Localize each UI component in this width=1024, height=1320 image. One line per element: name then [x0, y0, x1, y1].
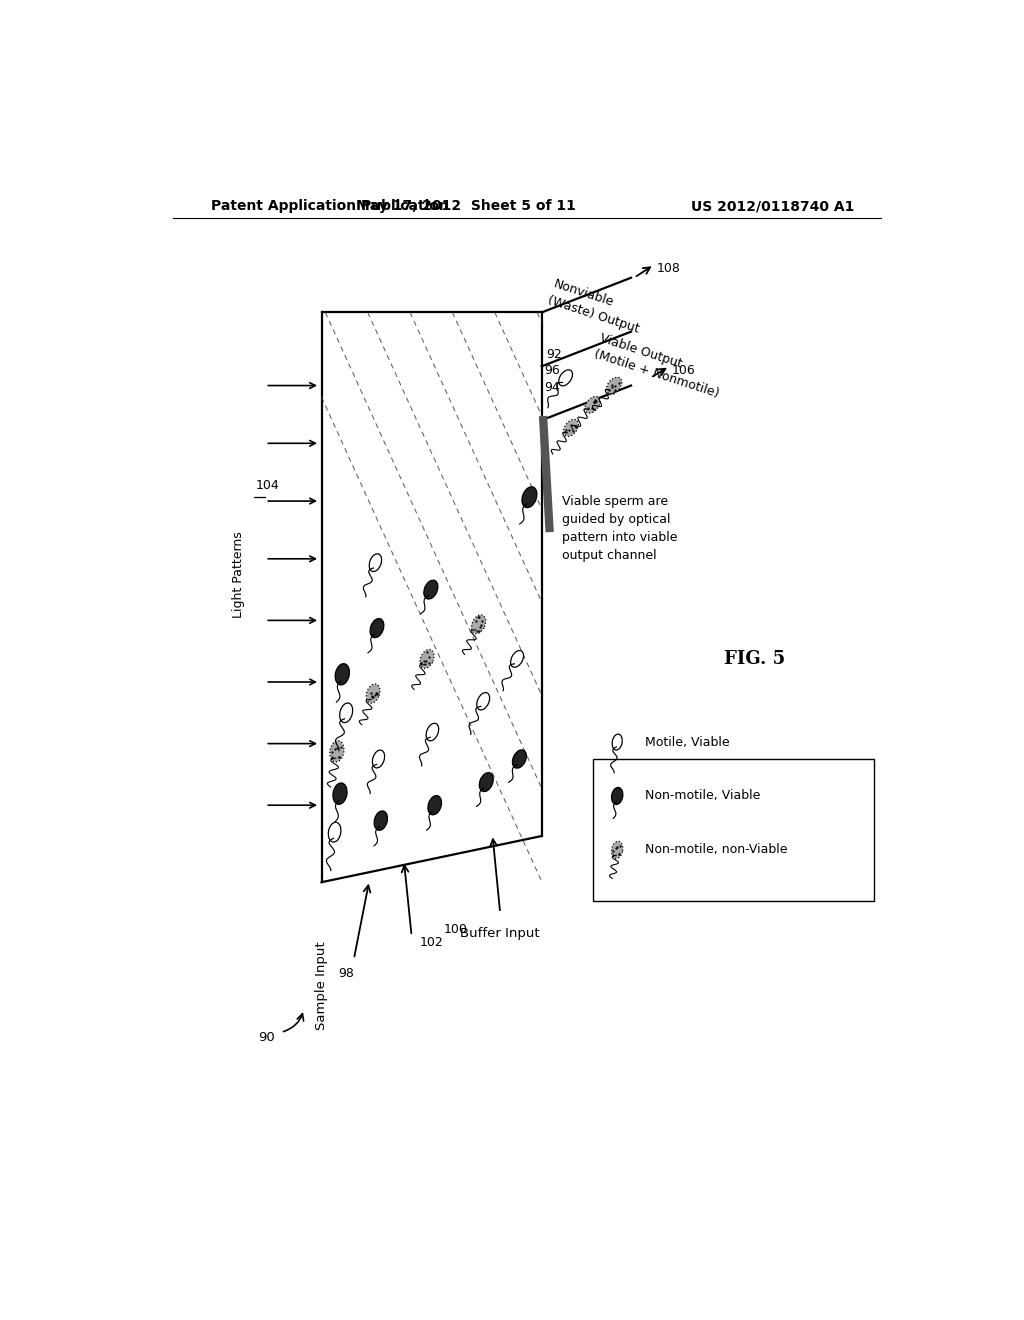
Text: Light Patterns: Light Patterns: [231, 531, 245, 618]
Ellipse shape: [329, 822, 341, 842]
Ellipse shape: [559, 370, 572, 385]
Text: Nonviable
(Waste) Output: Nonviable (Waste) Output: [547, 277, 646, 335]
Ellipse shape: [606, 378, 622, 393]
Text: Viable Output
(Motile + Nonmotile): Viable Output (Motile + Nonmotile): [593, 331, 726, 401]
Ellipse shape: [612, 734, 623, 750]
Ellipse shape: [330, 741, 344, 762]
Text: 100: 100: [444, 924, 468, 936]
Text: Patent Application Publication: Patent Application Publication: [211, 199, 450, 213]
Ellipse shape: [340, 704, 352, 722]
Ellipse shape: [426, 723, 438, 741]
Ellipse shape: [563, 420, 579, 437]
Ellipse shape: [477, 693, 489, 710]
Text: FIG. 5: FIG. 5: [724, 649, 784, 668]
Ellipse shape: [479, 772, 494, 792]
Text: 98: 98: [338, 966, 354, 979]
Ellipse shape: [424, 579, 438, 599]
Ellipse shape: [611, 788, 623, 804]
Ellipse shape: [511, 651, 523, 668]
Text: Viable sperm are
guided by optical
pattern into viable
output channel: Viable sperm are guided by optical patte…: [562, 495, 677, 561]
Ellipse shape: [367, 684, 380, 704]
Ellipse shape: [522, 487, 537, 508]
Text: 90: 90: [259, 1031, 275, 1044]
Text: 92: 92: [547, 348, 562, 362]
Ellipse shape: [512, 750, 526, 768]
Text: 94: 94: [544, 381, 560, 395]
Ellipse shape: [373, 750, 385, 768]
Text: 106: 106: [672, 363, 695, 376]
Text: May 17, 2012  Sheet 5 of 11: May 17, 2012 Sheet 5 of 11: [355, 199, 575, 213]
Ellipse shape: [333, 783, 347, 804]
Ellipse shape: [370, 619, 384, 638]
Text: 104: 104: [256, 479, 280, 492]
Ellipse shape: [370, 554, 382, 572]
Text: 102: 102: [419, 936, 443, 949]
Text: 108: 108: [656, 261, 680, 275]
FancyBboxPatch shape: [593, 759, 873, 902]
Ellipse shape: [335, 664, 349, 685]
Text: US 2012/0118740 A1: US 2012/0118740 A1: [691, 199, 854, 213]
Ellipse shape: [428, 796, 441, 814]
Text: Non-motile, non-Viable: Non-motile, non-Viable: [645, 843, 787, 857]
Text: Sample Input: Sample Input: [315, 942, 328, 1031]
Ellipse shape: [420, 649, 434, 668]
Text: Buffer Input: Buffer Input: [461, 927, 540, 940]
Ellipse shape: [471, 615, 485, 634]
Text: Motile, Viable: Motile, Viable: [645, 735, 729, 748]
Text: 96: 96: [544, 364, 560, 378]
Ellipse shape: [585, 396, 600, 413]
Ellipse shape: [374, 810, 387, 830]
Text: Non-motile, Viable: Non-motile, Viable: [645, 789, 760, 803]
Ellipse shape: [611, 841, 623, 858]
